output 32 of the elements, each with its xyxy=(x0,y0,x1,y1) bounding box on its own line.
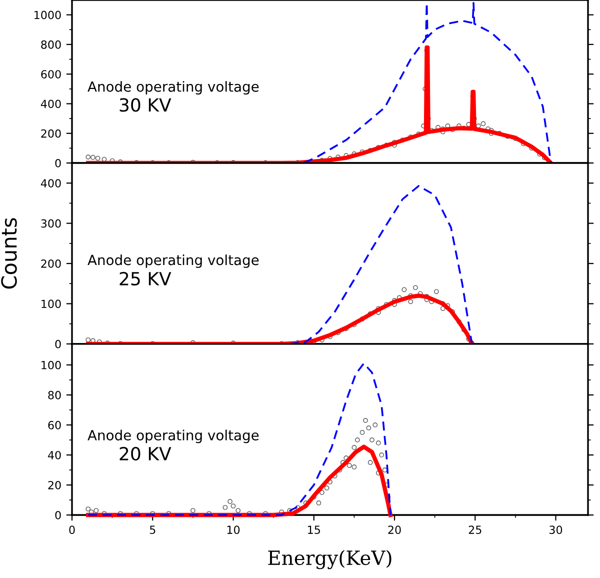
annotation: Anode operating voltage xyxy=(88,254,259,268)
x-tick-label: 25 xyxy=(468,526,482,534)
x-tick-label: 15 xyxy=(308,526,320,534)
y-tick-label: 600 xyxy=(41,70,61,78)
annotation: Anode operating voltage xyxy=(88,81,259,95)
x-tick-label: 30 xyxy=(550,526,562,534)
y-tick-label: 40 xyxy=(48,450,61,460)
x-tick-label: 0 xyxy=(69,526,75,534)
y-tick-label: 800 xyxy=(41,40,61,49)
y-tick-label: 300 xyxy=(41,219,61,228)
y-tick-label: 100 xyxy=(42,300,61,308)
y-tick-label: 0 xyxy=(55,340,61,348)
y-tick-label: 20 xyxy=(48,480,61,490)
y-tick-label: 80 xyxy=(48,390,61,400)
y-tick-label: 60 xyxy=(48,420,61,430)
x-tick-label: 10 xyxy=(227,526,240,534)
annotation: 25 KV xyxy=(120,272,172,286)
y-tick-label: 200 xyxy=(41,259,61,268)
y-tick-label: 0 xyxy=(55,510,61,520)
y-tick-label: 1000 xyxy=(34,10,61,20)
y-tick-label: 400 xyxy=(40,179,61,188)
annotation: 20 KV xyxy=(120,446,172,461)
annotation: Anode operating voltage xyxy=(88,430,259,444)
y-tick-label: 200 xyxy=(41,129,61,138)
y-tick-label: 400 xyxy=(40,100,61,108)
y-tick-label: 0 xyxy=(55,158,61,168)
x-tick-label: 5 xyxy=(150,526,156,534)
annotation: 30 KV xyxy=(120,98,172,112)
y-axis-title: Counts xyxy=(1,218,17,289)
x-tick-label: 20 xyxy=(388,526,401,534)
x-axis-title: Energy(KeV) xyxy=(268,550,392,570)
y-tick-label: 100 xyxy=(42,360,61,370)
